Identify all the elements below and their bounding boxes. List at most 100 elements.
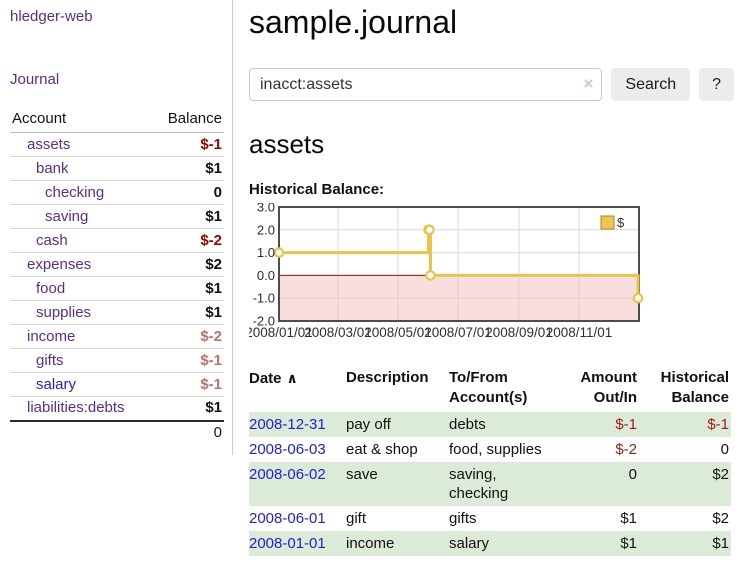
register-cell-balance: $2 <box>712 510 729 527</box>
register-cell-description: eat & shop <box>346 441 418 458</box>
register-table: Date ∧ Description To/From Account(s) Amo… <box>249 366 731 556</box>
balance-chart: $3.0 2.0 1.0 0.0 -1.0 -2.02008/01/012008/03/0… <box>245 200 644 340</box>
svg-text:2008/09/01: 2008/09/01 <box>485 325 553 340</box>
account-link-checking[interactable]: checking <box>45 183 105 201</box>
app-title-link[interactable]: hledger-web <box>10 8 93 25</box>
page-title: sample.journal <box>249 4 458 40</box>
register-header-accounts: To/From Account(s) <box>449 369 528 406</box>
search-button[interactable]: Search <box>611 68 691 101</box>
search-box: × <box>249 68 603 101</box>
transaction-date-link[interactable]: 2008-06-01 <box>249 510 326 527</box>
register-cell-amount: $-1 <box>615 416 637 433</box>
account-link-bank[interactable]: bank <box>36 159 69 177</box>
account-balance: $1 <box>151 204 224 229</box>
accounts-header-balance: Balance <box>151 108 224 133</box>
account-row: bank $1 <box>10 156 224 181</box>
transaction-date-link[interactable]: 2008-06-02 <box>249 466 326 483</box>
account-link-gifts[interactable]: gifts <box>36 351 64 369</box>
transaction-date-link[interactable]: 2008-01-01 <box>249 535 326 552</box>
accounts-total-value: 0 <box>213 424 222 441</box>
register-cell-balance: $2 <box>712 466 729 483</box>
register-cell-amount: $1 <box>620 535 637 552</box>
register-cell-description: pay off <box>346 416 391 433</box>
register-cell-balance: $1 <box>712 535 729 552</box>
svg-text:2008/11/01: 2008/11/01 <box>546 325 613 340</box>
account-row: income $-2 <box>10 324 224 349</box>
account-balance: 0 <box>151 180 224 205</box>
account-balance: $-1 <box>151 132 224 157</box>
register-header-balance: Historical Balance <box>660 369 729 406</box>
search-bar: × Search ? <box>249 68 734 101</box>
account-link-liabilities-debts[interactable]: liabilities:debts <box>27 399 125 417</box>
register-cell-date: 2008-01-01 <box>249 531 346 556</box>
svg-text:0.0: 0.0 <box>257 268 275 283</box>
register-cell-amount: $1 <box>620 510 637 527</box>
legend-label: $ <box>617 215 625 230</box>
account-link-salary[interactable]: salary <box>36 375 77 393</box>
sidebar-item-journal[interactable]: Journal <box>10 71 60 88</box>
register-cell-accounts: saving, checking <box>449 466 509 502</box>
register-cell-accounts: salary <box>449 535 490 552</box>
register-cell-amount: $-2 <box>615 441 637 458</box>
account-row: gifts $-1 <box>10 348 224 373</box>
clear-search-icon[interactable]: × <box>583 74 594 93</box>
help-button[interactable]: ? <box>699 68 734 101</box>
chart-wrap: $3.0 2.0 1.0 0.0 -1.0 -2.0 2008/01/01 2008/03/0… <box>245 200 734 349</box>
register-row: 2008-06-03 eat & shop food, supplies $-2 0 <box>249 437 731 462</box>
account-balance: $2 <box>151 252 224 277</box>
account-balance: $1 <box>151 156 224 181</box>
register-cell-description: save <box>346 466 378 483</box>
svg-text:2.0: 2.0 <box>257 222 275 237</box>
svg-text:2008/03/01: 2008/03/01 <box>304 325 372 340</box>
svg-text:2008/07/01: 2008/07/01 <box>424 325 492 340</box>
account-link-supplies[interactable]: supplies <box>36 303 92 321</box>
sidebar: hledger-web Journal Account Balance asse… <box>0 0 233 455</box>
legend-swatch <box>600 215 615 230</box>
register-row: 2008-01-01 income salary $1 $1 <box>249 531 731 556</box>
register-cell-date: 2008-12-31 <box>249 412 346 437</box>
transaction-date-link[interactable]: 2008-12-31 <box>249 416 326 433</box>
svg-text:3.0: 3.0 <box>257 203 275 215</box>
register-row: 2008-06-01 gift gifts $1 $2 <box>249 506 731 531</box>
register-header-date[interactable]: Date ∧ <box>249 370 298 387</box>
register-cell-amount: 0 <box>628 466 637 483</box>
register-header-amount: Amount Out/In <box>580 369 637 406</box>
account-balance: $-1 <box>151 372 224 397</box>
register-cell-date: 2008-06-03 <box>249 437 346 462</box>
svg-text:2008/01/01: 2008/01/01 <box>249 325 313 340</box>
svg-text:-2.0: -2.0 <box>253 314 275 329</box>
register-row: 2008-06-02 save saving, checking 0 $2 <box>249 462 731 506</box>
main-content: sample.journal × Search ? assets Histori… <box>233 0 742 556</box>
account-row: checking 0 <box>10 180 224 205</box>
search-input[interactable] <box>249 68 603 101</box>
account-row: salary $-1 <box>10 372 224 397</box>
account-row: saving $1 <box>10 204 224 229</box>
account-link-assets[interactable]: assets <box>27 135 71 153</box>
register-cell-accounts: gifts <box>449 510 477 527</box>
account-balance: $1 <box>151 276 224 301</box>
register-cell-description: income <box>346 535 395 552</box>
register-header-description: Description <box>346 369 429 386</box>
accounts-table: Account Balance assets $-1 bank $1 checking 0… <box>10 108 224 445</box>
account-row: food $1 <box>10 276 224 301</box>
sort-ascending-icon: ∧ <box>286 370 298 386</box>
account-link-expenses[interactable]: expenses <box>27 255 92 273</box>
account-heading: assets <box>249 129 325 159</box>
accounts-header-account: Account <box>10 108 152 133</box>
register-cell-accounts: debts <box>449 416 486 433</box>
register-row: 2008-12-31 pay off debts $-1 $-1 <box>249 412 731 437</box>
account-balance: $1 <box>151 396 224 422</box>
account-row: cash $-2 <box>10 228 224 253</box>
account-link-saving[interactable]: saving <box>45 207 89 225</box>
account-link-cash[interactable]: cash <box>36 231 68 249</box>
account-link-income[interactable]: income <box>27 327 76 345</box>
svg-text:-1.0: -1.0 <box>253 291 275 306</box>
account-row: liabilities:debts $1 <box>10 396 224 422</box>
register-cell-balance: 0 <box>720 441 729 458</box>
account-balance: $-2 <box>151 324 224 349</box>
svg-text:1.0: 1.0 <box>257 245 275 260</box>
account-balance: $1 <box>151 300 224 325</box>
account-row: expenses $2 <box>10 252 224 277</box>
transaction-date-link[interactable]: 2008-06-03 <box>249 441 326 458</box>
account-link-food[interactable]: food <box>36 279 66 297</box>
